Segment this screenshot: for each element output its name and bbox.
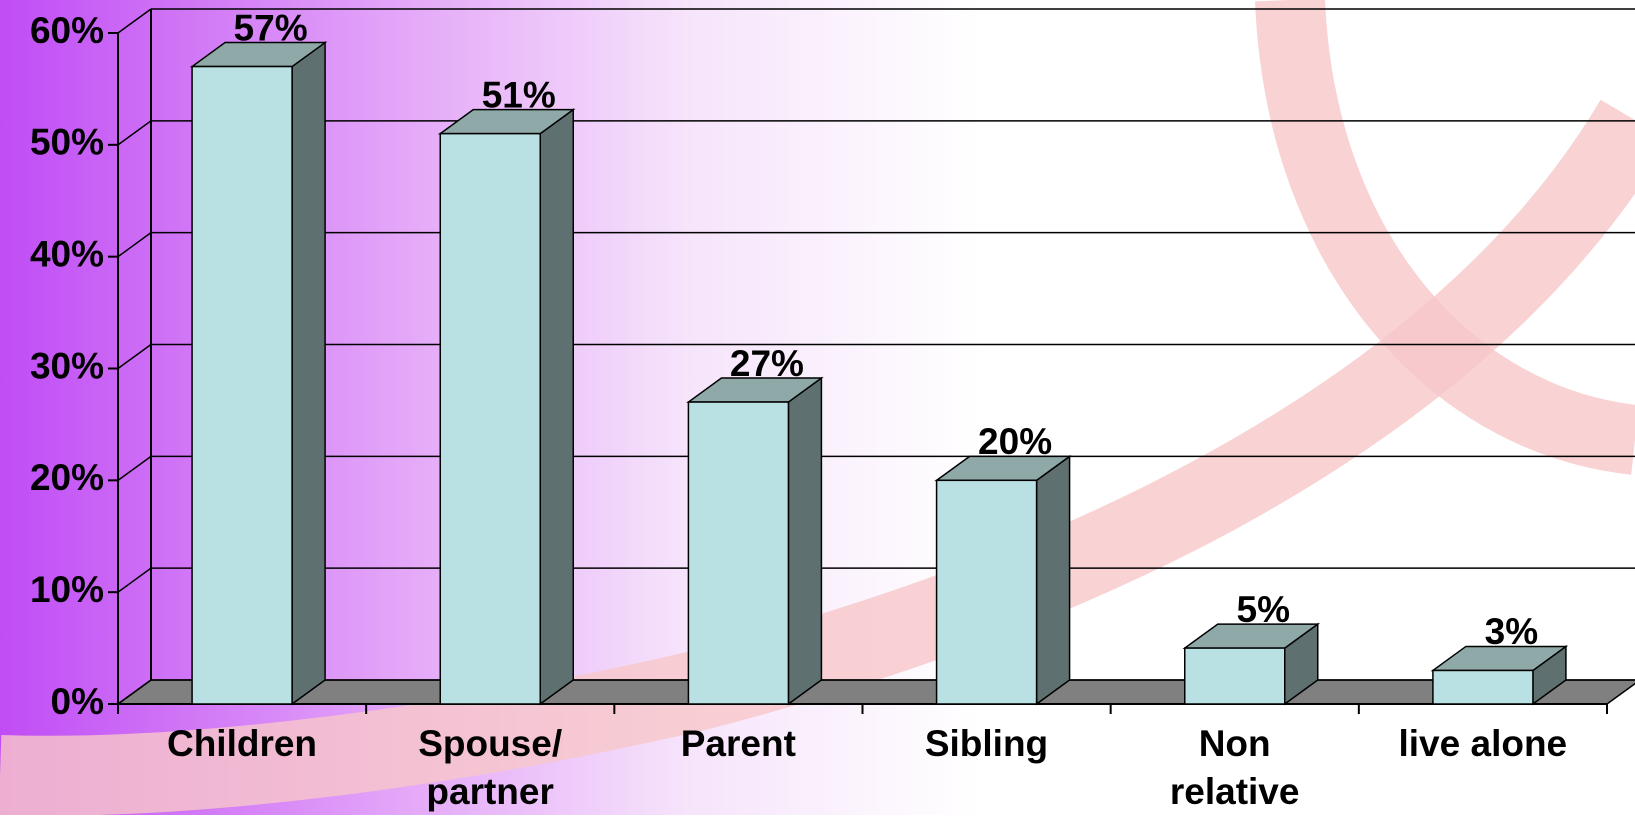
bar-side	[292, 43, 325, 704]
bar-front	[192, 67, 292, 704]
value-label: 51%	[482, 74, 556, 115]
bar-front	[688, 402, 788, 704]
floor	[118, 680, 1635, 704]
bar	[440, 110, 573, 704]
bar-side	[1037, 456, 1070, 704]
grid-line	[118, 233, 151, 257]
x-tick-label: Children	[118, 720, 366, 768]
bar-front	[1433, 670, 1533, 704]
bar-front	[1185, 648, 1285, 704]
bar	[1433, 646, 1566, 704]
x-tick-label: live alone	[1359, 720, 1607, 768]
y-tick-label: 60%	[30, 10, 104, 51]
bar	[1185, 624, 1318, 704]
page: 0% 10% 20% 30% 40% 50% 60% 57% 51% 27% 20% 5% 3% Chi…	[0, 0, 1635, 815]
y-tick-label: 30%	[30, 345, 104, 386]
grid-line	[118, 9, 151, 33]
grid-line	[118, 345, 151, 369]
chart: 0% 10% 20% 30% 40% 50% 60% 57% 51% 27% 20% 5% 3%	[0, 0, 1635, 815]
value-label: 3%	[1485, 611, 1538, 652]
value-label: 57%	[234, 7, 308, 48]
grid-line	[118, 568, 151, 592]
y-tick-label: 10%	[30, 569, 104, 610]
grid-line	[118, 456, 151, 480]
value-label: 27%	[730, 343, 804, 384]
bar-front	[440, 134, 540, 704]
y-tick-label: 0%	[51, 681, 104, 722]
x-tick-label: Non relative	[1111, 720, 1359, 816]
y-tick-label: 20%	[30, 457, 104, 498]
bar-side	[788, 378, 821, 704]
x-tick-label: Sibling	[863, 720, 1111, 768]
bar	[937, 456, 1070, 704]
bar-front	[937, 480, 1037, 704]
value-label: 5%	[1237, 589, 1290, 630]
value-label: 20%	[978, 421, 1052, 462]
bar	[688, 378, 821, 704]
bar	[192, 43, 325, 704]
grid-line	[118, 121, 151, 145]
bar-side	[540, 110, 573, 704]
x-tick-label: Parent	[614, 720, 862, 768]
y-tick-label: 40%	[30, 233, 104, 274]
y-tick-label: 50%	[30, 122, 104, 163]
x-tick-label: Spouse/ partner	[366, 720, 614, 816]
